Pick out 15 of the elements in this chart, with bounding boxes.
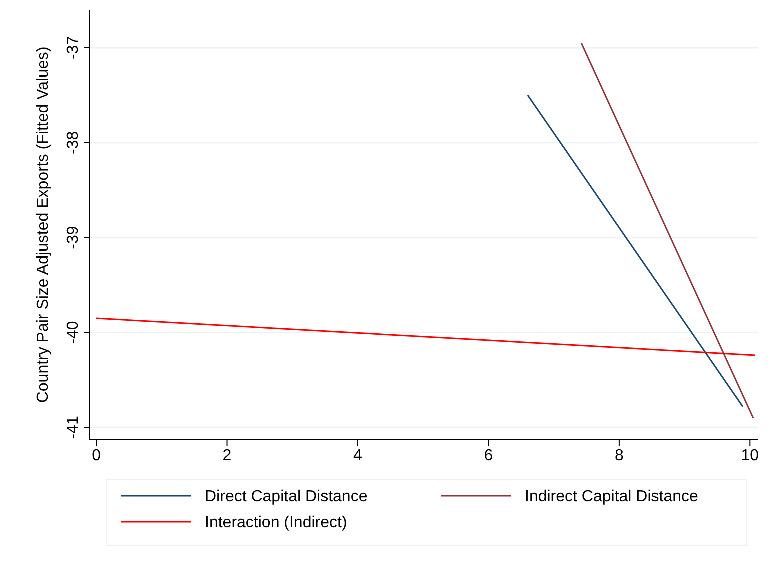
x-tick-label: 2: [222, 447, 232, 464]
y-tick-label: -38: [65, 131, 82, 154]
y-axis-title: Country Pair Size Adjusted Exports (Fitted Values): [35, 46, 52, 404]
x-tick-label: 8: [614, 447, 624, 464]
legend-label: Interaction (Indirect): [205, 514, 348, 532]
y-tick-label: -39: [65, 226, 82, 250]
x-tick-label: 6: [484, 447, 494, 464]
x-tick-label: 0: [92, 447, 102, 464]
x-tick-label: 10: [741, 447, 760, 464]
legend-label: Indirect Capital Distance: [525, 488, 699, 506]
x-tick-label: 4: [354, 447, 363, 464]
y-tick-label: -41: [65, 416, 82, 440]
y-tick-label: -40: [65, 321, 82, 344]
legend-label: Direct Capital Distance: [205, 488, 368, 506]
y-tick-label: -37: [65, 36, 82, 60]
